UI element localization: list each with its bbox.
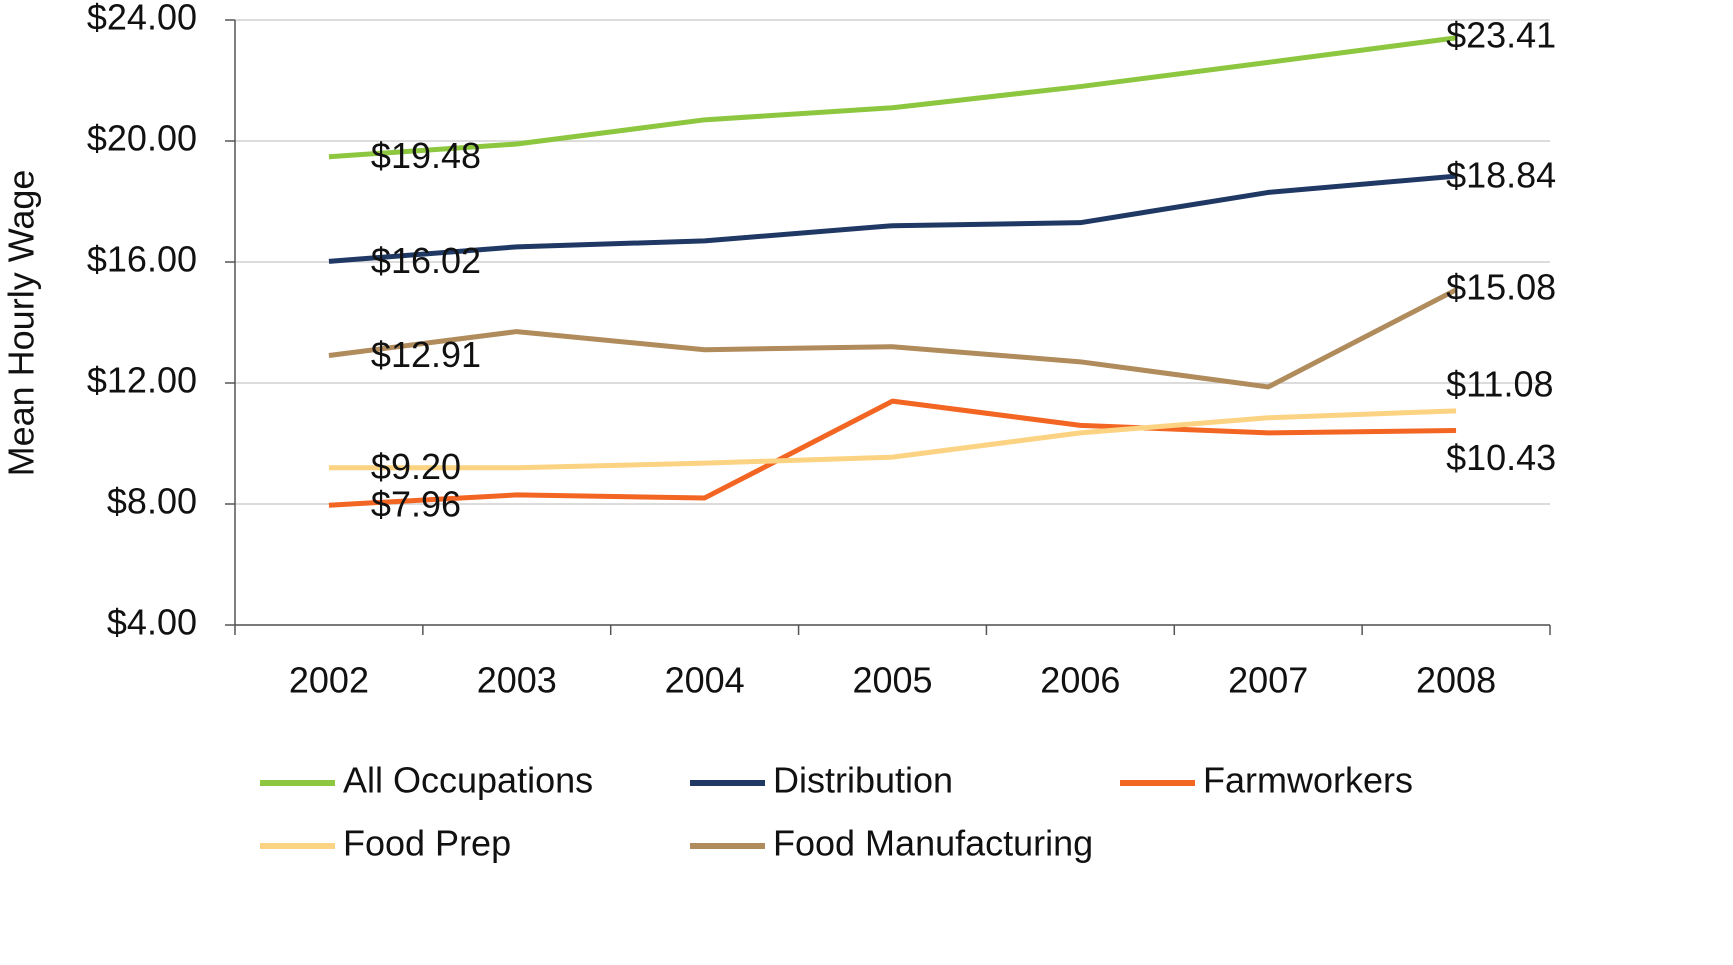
data-label: $7.96 [371,484,461,525]
x-tick-label: 2005 [852,660,932,701]
y-tick-label: $8.00 [107,481,197,522]
y-tick-label: $12.00 [87,360,197,401]
legend-label: Farmworkers [1203,760,1413,801]
data-label: $10.43 [1446,437,1556,478]
x-tick-label: 2004 [665,660,745,701]
data-label: $12.91 [371,334,481,375]
series-line [328,35,1457,160]
x-tick-label: 2002 [289,660,369,701]
data-label: $23.41 [1446,14,1556,55]
data-label: $19.48 [371,135,481,176]
y-axis-label: Mean Hourly Wage [1,170,42,477]
series-line [328,398,1457,508]
series-line [328,173,1457,264]
x-tick-label: 2008 [1416,660,1496,701]
y-tick-label: $24.00 [87,0,197,38]
y-tick-label: $4.00 [107,602,197,643]
data-label: $18.84 [1446,155,1556,196]
legend-label: Food Manufacturing [773,823,1093,864]
data-label: $15.08 [1446,266,1556,307]
series-line [328,408,1457,471]
y-tick-label: $16.00 [87,239,197,280]
data-label: $9.20 [371,446,461,487]
x-tick-label: 2003 [477,660,557,701]
legend-label: Food Prep [343,823,511,864]
legend-label: Distribution [773,760,953,801]
y-tick-label: $20.00 [87,118,197,159]
x-tick-label: 2007 [1228,660,1308,701]
series-line [328,287,1458,390]
data-label: $16.02 [371,240,481,281]
x-tick-label: 2006 [1040,660,1120,701]
data-label: $11.08 [1446,363,1553,404]
legend-label: All Occupations [343,760,593,801]
